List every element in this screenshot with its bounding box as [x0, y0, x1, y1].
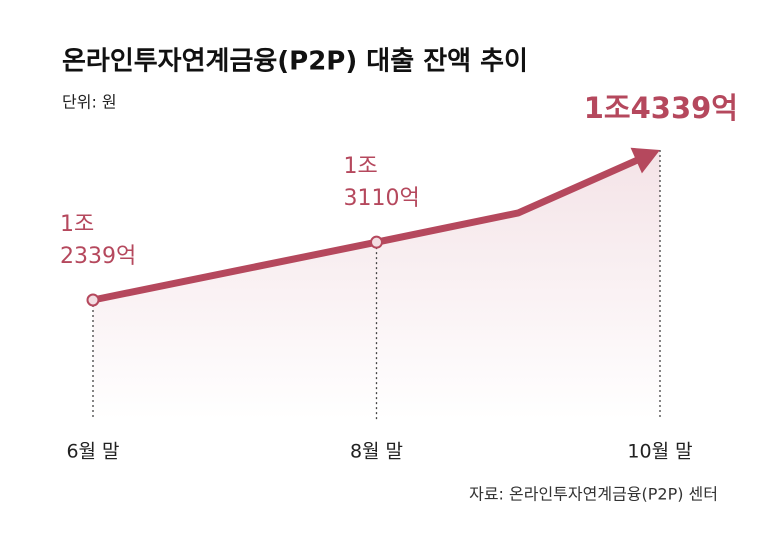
unit-label: 단위: 원 — [62, 93, 117, 112]
value-label: 1조4339억 — [584, 91, 738, 125]
chart-title: 온라인투자연계금융(P2P) 대출 잔액 추이 — [62, 47, 528, 77]
x-tick-label: 10월 말 — [627, 441, 692, 463]
area-fill — [93, 150, 660, 420]
value-label: 1조 3110억 — [344, 154, 420, 211]
source: 자료: 온라인투자연계금융(P2P) 센터 — [469, 485, 718, 504]
x-tick-label: 6월 말 — [66, 441, 119, 463]
x-tick-label: 8월 말 — [350, 441, 403, 463]
value-label: 1조 2339억 — [60, 212, 136, 269]
arrow-head — [630, 147, 660, 174]
point — [370, 235, 383, 249]
point — [86, 293, 100, 307]
